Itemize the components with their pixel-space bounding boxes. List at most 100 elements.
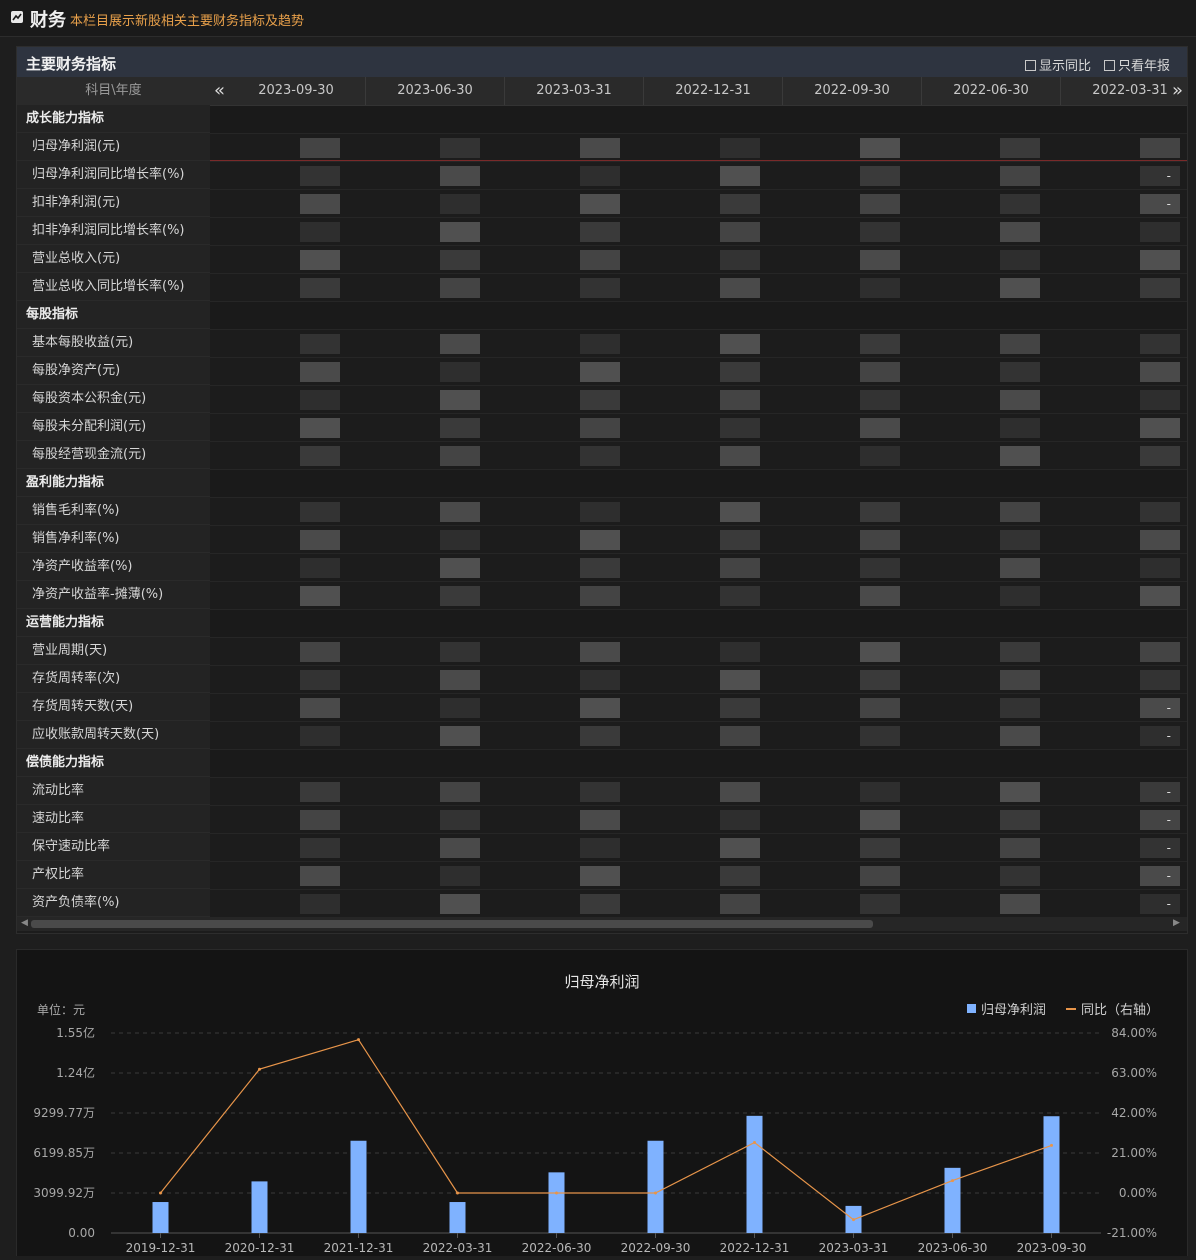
obscured-value xyxy=(1140,334,1180,354)
obscured-value xyxy=(1140,446,1180,466)
obscured-value xyxy=(1140,726,1180,746)
obscured-value xyxy=(440,782,480,802)
obscured-value xyxy=(1000,362,1040,382)
obscured-value xyxy=(860,362,900,382)
obscured-value xyxy=(720,866,760,886)
obscured-value xyxy=(1000,194,1040,214)
obscured-value xyxy=(720,362,760,382)
left-axis-tick-label: 1.55亿 xyxy=(56,1025,95,1040)
obscured-value xyxy=(580,390,620,410)
obscured-value xyxy=(720,782,760,802)
scroll-left-icon[interactable]: ◀ xyxy=(21,918,28,928)
obscured-value xyxy=(440,838,480,858)
data-row: - xyxy=(210,694,1187,722)
obscured-value xyxy=(720,726,760,746)
obscured-value xyxy=(860,698,900,718)
annual-only-checkbox[interactable]: 只看年报 xyxy=(1104,55,1170,74)
obscured-value xyxy=(1000,418,1040,438)
obscured-value xyxy=(720,222,760,242)
empty-value-dash: - xyxy=(1166,785,1171,799)
scrollbar-thumb[interactable] xyxy=(31,920,873,928)
section-label: 每股指标 xyxy=(17,301,210,329)
obscured-value xyxy=(580,810,620,830)
empty-value-dash: - xyxy=(1166,897,1171,911)
bar xyxy=(944,1167,961,1233)
date-column-header: 2023-06-30 xyxy=(366,77,505,105)
indicator-label: 归母净利润同比增长率(%) xyxy=(17,161,210,189)
obscured-value xyxy=(440,334,480,354)
obscured-value xyxy=(580,726,620,746)
obscured-value xyxy=(860,670,900,690)
obscured-value xyxy=(860,894,900,914)
obscured-value xyxy=(300,334,340,354)
x-axis-tick-label: 2021-12-31 xyxy=(324,1241,394,1255)
obscured-value xyxy=(300,138,340,158)
obscured-value xyxy=(860,166,900,186)
x-axis-tick-label: 2020-12-31 xyxy=(225,1241,295,1255)
obscured-value xyxy=(580,222,620,242)
x-axis-tick-label: 2022-03-31 xyxy=(423,1241,493,1255)
indicator-label: 扣非净利润同比增长率(%) xyxy=(17,217,210,245)
empty-value-dash: - xyxy=(1166,869,1171,883)
obscured-value xyxy=(720,278,760,298)
obscured-value xyxy=(440,810,480,830)
obscured-value xyxy=(720,446,760,466)
data-row xyxy=(210,330,1187,358)
data-row xyxy=(210,218,1187,246)
bar xyxy=(746,1115,763,1233)
legend-bar-swatch xyxy=(967,1004,976,1013)
double-right-arrow-icon[interactable]: » xyxy=(1172,80,1184,101)
yoy-point xyxy=(159,1191,162,1195)
left-axis-tick-label: 1.24亿 xyxy=(56,1065,95,1080)
yoy-line xyxy=(160,1038,1052,1221)
data-row xyxy=(210,386,1187,414)
obscured-value xyxy=(860,390,900,410)
obscured-value xyxy=(1000,810,1040,830)
indicator-label: 净资产收益率-摊薄(%) xyxy=(17,581,210,609)
date-column-header: 2023-03-31 xyxy=(505,77,644,105)
obscured-value xyxy=(580,278,620,298)
obscured-value xyxy=(440,194,480,214)
indicator-label: 每股未分配利润(元) xyxy=(17,413,210,441)
date-column-header: 2022-12-31 xyxy=(644,77,783,105)
indicator-label: 扣非净利润(元) xyxy=(17,189,210,217)
obscured-value xyxy=(860,250,900,270)
obscured-value xyxy=(440,894,480,914)
obscured-value xyxy=(440,586,480,606)
yoy-point xyxy=(555,1191,558,1195)
indicator-label: 营业总收入同比增长率(%) xyxy=(17,273,210,301)
x-axis-tick-label: 2022-12-31 xyxy=(720,1241,790,1255)
indicator-label: 存货周转天数(天) xyxy=(17,693,210,721)
obscured-value xyxy=(1140,530,1180,550)
double-left-arrow-icon[interactable]: « xyxy=(214,80,226,101)
obscured-value xyxy=(720,530,760,550)
obscured-value xyxy=(860,558,900,578)
bar xyxy=(449,1202,466,1233)
obscured-value xyxy=(580,782,620,802)
obscured-value xyxy=(1000,530,1040,550)
obscured-value xyxy=(1000,782,1040,802)
x-axis-tick-label: 2022-06-30 xyxy=(522,1241,592,1255)
section-row xyxy=(210,470,1187,498)
indicator-label: 每股经营现金流(元) xyxy=(17,441,210,469)
horizontal-scrollbar[interactable]: ◀ ▶ xyxy=(17,917,1187,931)
obscured-value xyxy=(720,558,760,578)
section-row xyxy=(210,750,1187,778)
obscured-value xyxy=(860,446,900,466)
obscured-value xyxy=(580,866,620,886)
obscured-value xyxy=(860,278,900,298)
right-axis-tick-label: 0.00% xyxy=(1119,1186,1157,1200)
scroll-right-icon[interactable]: ▶ xyxy=(1173,918,1180,928)
obscured-value xyxy=(1140,418,1180,438)
yoy-point xyxy=(456,1191,459,1195)
obscured-value xyxy=(720,894,760,914)
obscured-value xyxy=(720,502,760,522)
obscured-value xyxy=(440,418,480,438)
data-row: - xyxy=(210,190,1187,218)
date-header-row: « » 2023-09-30 2023-06-30 2023-03-31 2022-1… xyxy=(210,77,1187,106)
obscured-value xyxy=(300,810,340,830)
section-subtitle: 本栏目展示新股相关主要财务指标及趋势 xyxy=(70,14,305,29)
show-yoy-checkbox[interactable]: 显示同比 xyxy=(1025,55,1091,74)
obscured-value xyxy=(440,362,480,382)
left-axis-tick-label: 3099.92万 xyxy=(33,1186,95,1200)
